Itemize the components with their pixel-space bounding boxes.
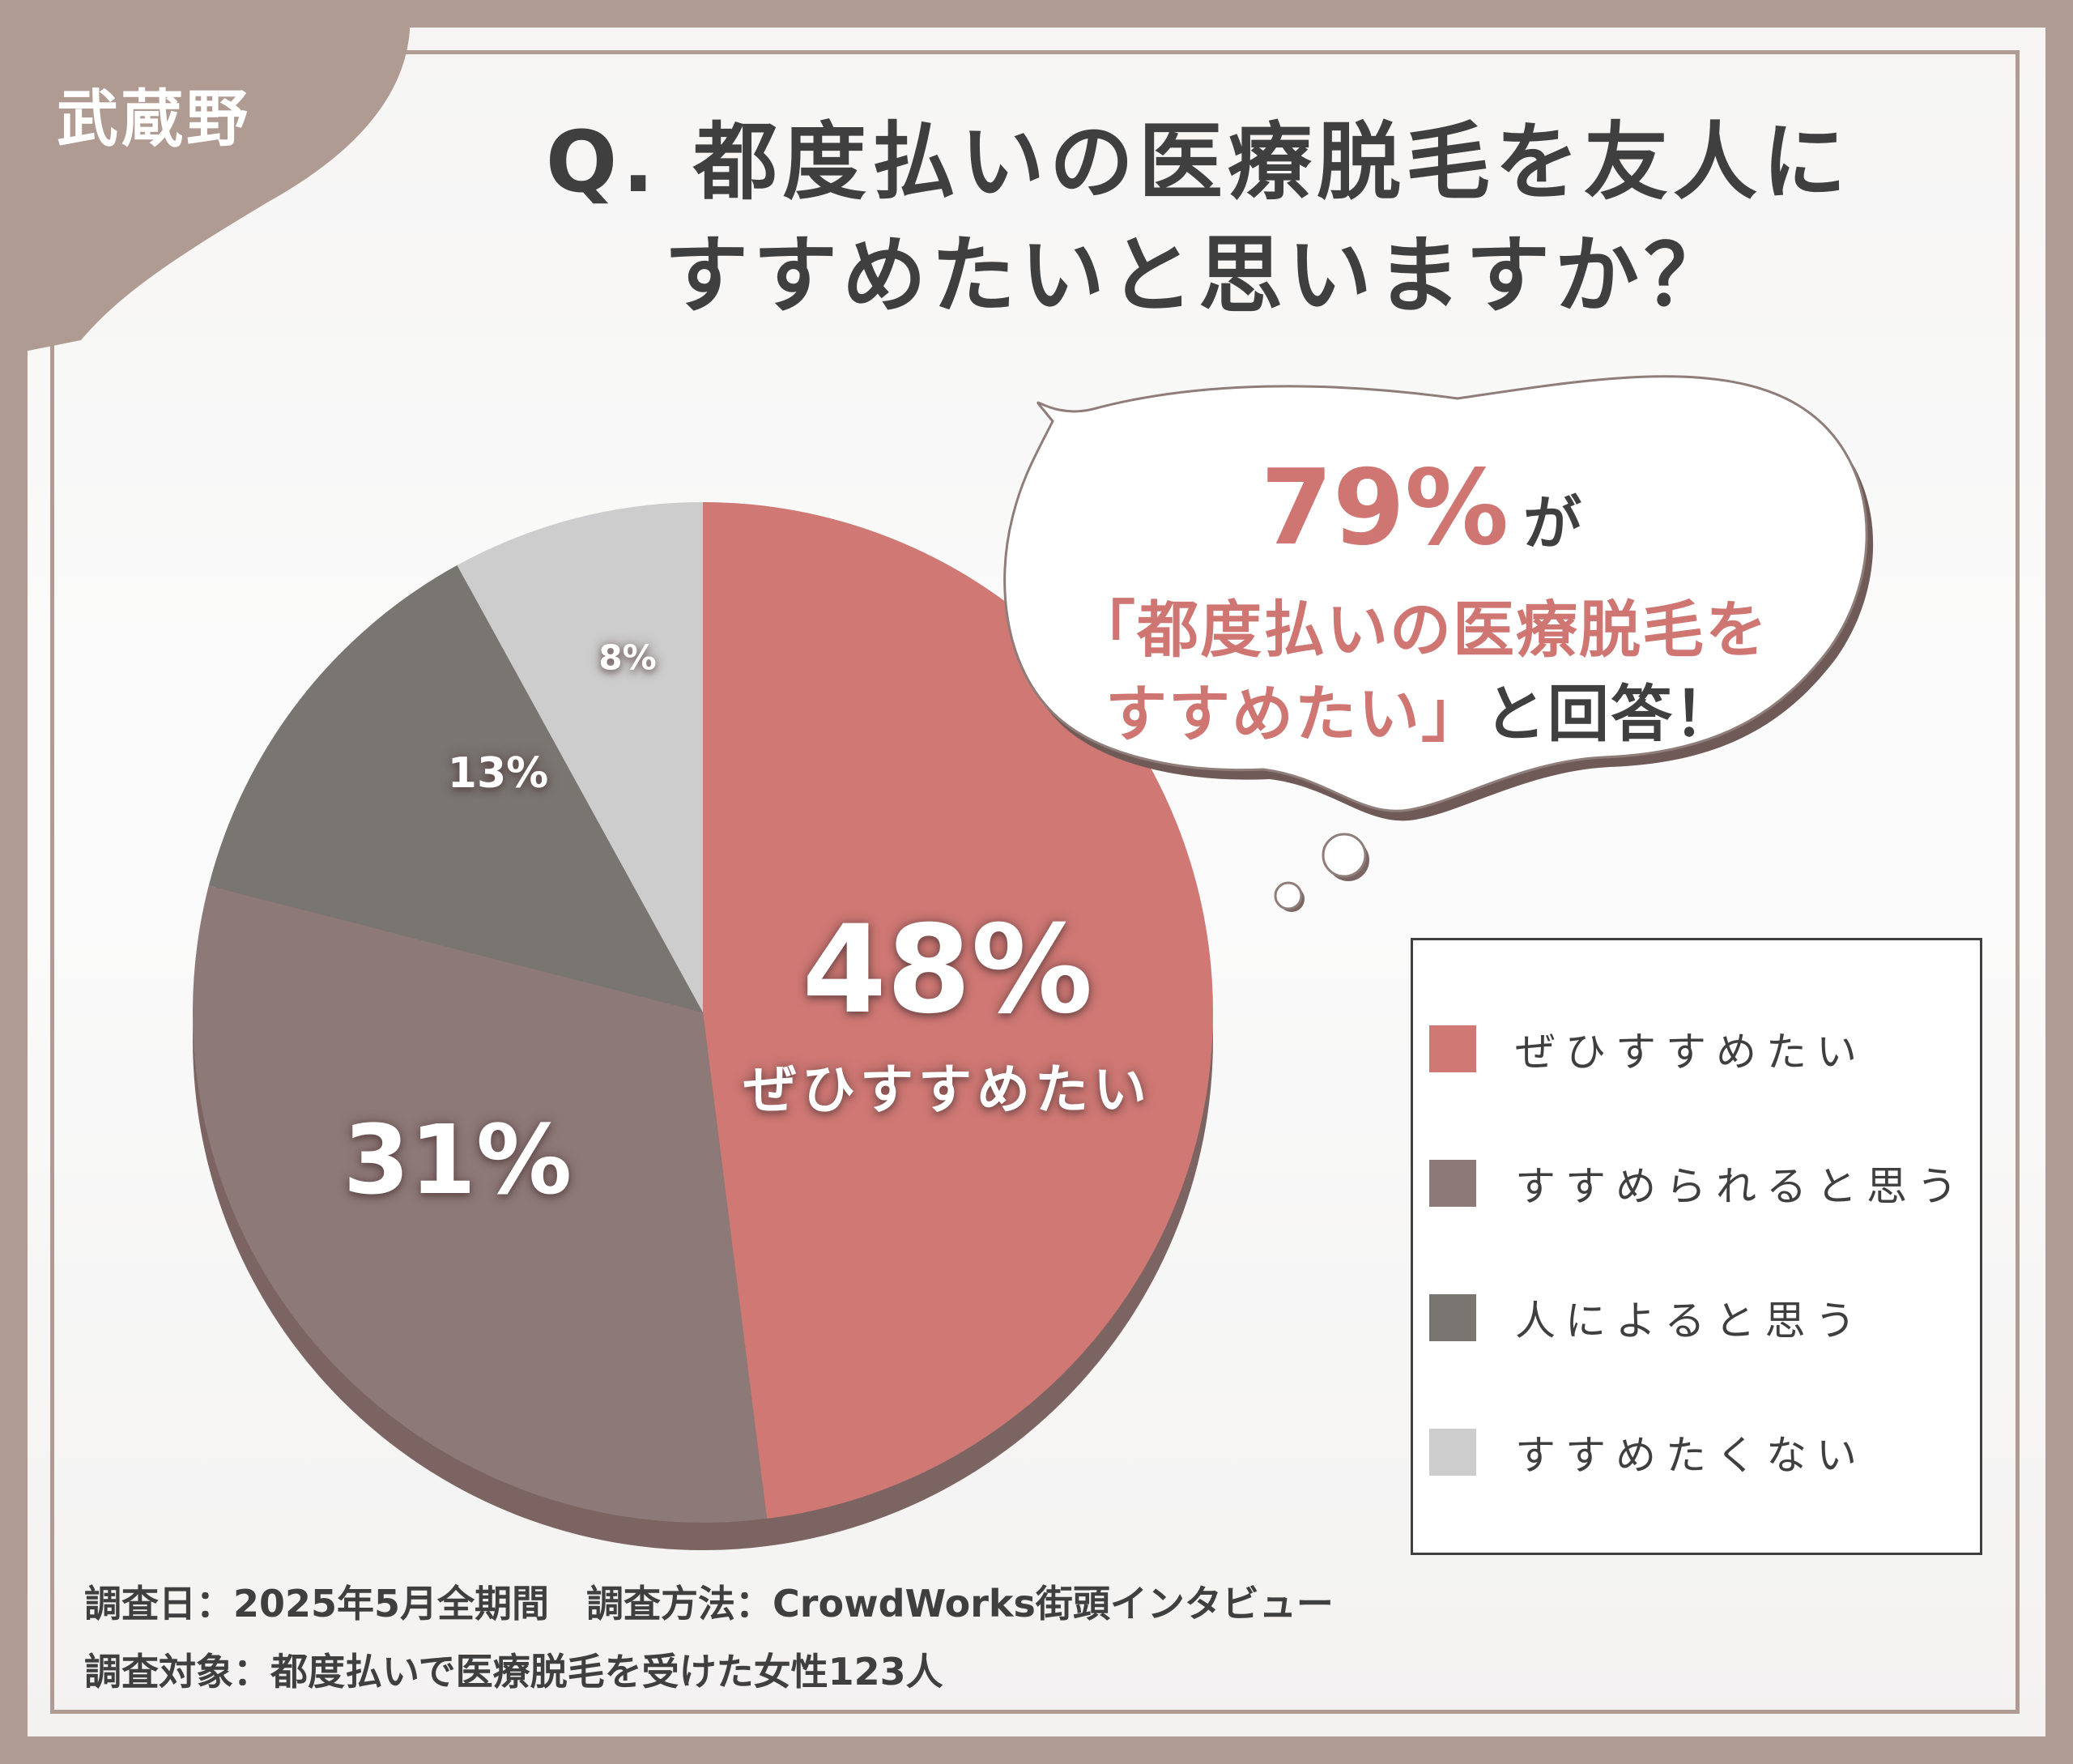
callout-percent: 79%: [1260, 448, 1509, 569]
corner-tab: [0, 0, 411, 356]
legend-label-1: ぜひすすめたい: [1515, 1029, 1867, 1076]
pie-slice-2: [192, 885, 767, 1523]
footer-line-2: 調査対象：都度払いで医療脱毛を受けた女性123人: [84, 1650, 943, 1694]
legend-swatch-2: [1429, 1160, 1476, 1207]
callout-line-1: 79% が: [1012, 444, 1830, 588]
pie-slice-3: [208, 565, 703, 1012]
title-line-2: すすめたいと思いますか？: [663, 226, 1733, 325]
page-title: Q. 都度払いの医療脱毛を友人に すすめたいと思いますか？: [372, 105, 2024, 332]
legend-swatch-4: [1429, 1429, 1476, 1476]
legend-item-2: すすめられると思う: [1429, 1159, 1967, 1210]
callout-particle: が: [1523, 489, 1582, 557]
footer-line-1: 調査日：2025年5月全期間 調査方法：CrowdWorks街頭インタビュー: [84, 1582, 1334, 1626]
legend: ぜひすすめたい すすめられると思う 人によると思う すすめたくない: [1411, 938, 1982, 1555]
legend-label-4: すすめたくない: [1515, 1432, 1867, 1479]
legend-label-3: 人によると思う: [1515, 1297, 1866, 1344]
callout-quote-line-2: すすめたい」: [1105, 678, 1484, 750]
legend-item-4: すすめたくない: [1429, 1428, 1867, 1479]
legend-swatch-1: [1429, 1025, 1476, 1072]
callout-tail: と回答！: [1484, 678, 1737, 750]
callout-text: 79% が 「都度払いの医療脱毛を すすめたい」と回答！: [1012, 444, 1830, 756]
slice-label-1-name: ぜひすすめたい: [743, 1059, 1151, 1121]
legend-item-3: 人によると思う: [1429, 1293, 1866, 1344]
survey-footer: 調査日：2025年5月全期間 調査方法：CrowdWorks街頭インタビュー 調…: [84, 1570, 1334, 1706]
legend-label-2: すすめられると思う: [1515, 1163, 1967, 1210]
pie-slice-1: [703, 502, 1213, 1519]
title-line-1: Q. 都度払いの医療脱毛を友人に: [545, 113, 1852, 211]
slice-label-1-value: 48%: [802, 900, 1093, 1041]
pie-slice-4: [457, 502, 703, 1012]
callout-line-3: すすめたい」と回答！: [1012, 672, 1830, 756]
legend-swatch-3: [1429, 1294, 1476, 1341]
pie-slices: [192, 502, 1213, 1523]
slice-label-3-value: 13%: [447, 749, 549, 798]
region-tag: 武蔵野: [57, 83, 251, 155]
slice-label-2-value: 31%: [343, 1104, 573, 1216]
callout-quote-line-1: 「都度払いの医療脱毛を: [1074, 594, 1769, 666]
legend-item-1: ぜひすすめたい: [1429, 1025, 1867, 1076]
slice-label-4-value: 8%: [598, 637, 657, 678]
